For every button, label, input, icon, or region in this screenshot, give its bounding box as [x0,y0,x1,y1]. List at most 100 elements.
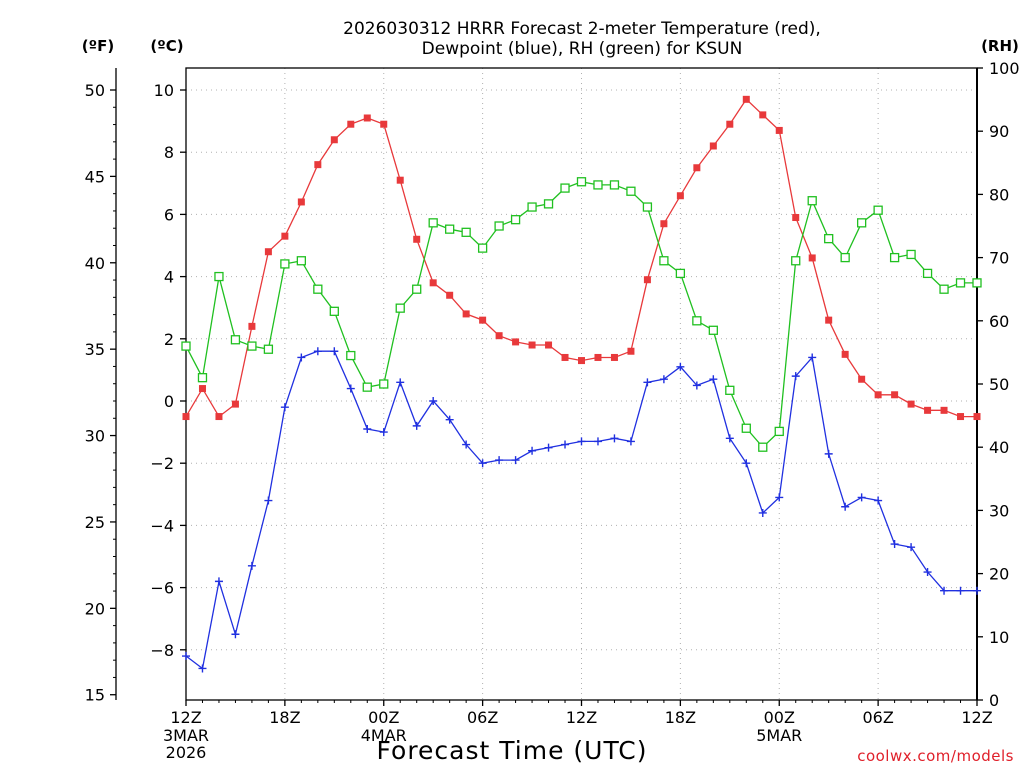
temperature-point [512,338,520,346]
temperature-point [429,279,437,287]
fahrenheit-tick-label: 25 [85,513,105,532]
time-tick-year-label: 2026 [166,743,207,762]
rh-point [296,256,307,266]
dewpoint-point [445,415,454,424]
dewpoint-point [923,568,932,577]
time-tick-label: 18Z [665,708,696,727]
temperature-point [874,391,882,399]
temperature-point [957,413,965,421]
celsius-tick-label: −4 [150,516,174,535]
temperature-point [775,126,783,134]
time-tick-date-label: 5MAR [756,726,802,745]
dewpoint-point [561,440,570,449]
fahrenheit-tick-label: 40 [85,254,105,273]
temperature-point [396,176,404,184]
dewpoint-point [857,493,866,502]
rh-point [576,177,587,187]
rh-point [889,252,900,263]
time-tick-label: 12Z [566,708,597,727]
rh-point [856,218,867,228]
dewpoint-point [544,443,553,452]
dewpoint-point [824,449,833,458]
temperature-point [676,192,684,200]
dewpoint-point [808,353,817,362]
rh-point [494,221,504,231]
dewpoint-point [676,362,685,371]
rh-point [626,186,636,196]
dewpoint-point [495,456,504,465]
rh-point [181,341,191,351]
celsius-tick-label: 0 [164,392,174,411]
dewpoint-point [182,652,190,661]
temperature-point [231,400,239,408]
temperature-point [973,413,981,421]
dewpoint-point [841,502,850,511]
rh-point [873,205,883,215]
celsius-tick-label: 2 [164,330,174,349]
dewpoint-point [643,378,652,387]
celsius-tick-label: −8 [150,641,174,660]
dewpoint-point [231,630,240,639]
dewpoint-point [725,434,734,443]
celsius-tick-label: 8 [164,143,174,162]
rh-point [263,344,274,354]
fahrenheit-tick-label: 30 [85,427,105,446]
rh-point [346,350,356,361]
rh-point [675,268,686,279]
rh-point [840,252,850,263]
time-tick-date-label: 3MAR [163,726,209,745]
temperature-point [248,322,256,330]
rh-point [758,442,768,452]
temperature-point [380,120,388,128]
rh-tick-label: 80 [989,185,1009,204]
dewpoint-point [775,493,784,502]
rh-point [922,268,933,279]
rh-point [692,316,702,326]
time-tick-label: 00Z [764,708,795,727]
rh-point [329,306,339,316]
temperature-point [528,341,536,349]
temperature-point [858,375,866,383]
celsius-tick-label: −6 [150,579,174,598]
rh-tick-label: 30 [989,501,1009,520]
rh-point [379,379,389,389]
axes: 1520253035404550−8−6−4−20246810010203040… [85,59,1020,762]
dewpoint-point [577,437,586,446]
dewpoint-point [412,421,421,430]
temperature-point [363,114,371,122]
rh-tick-label: 40 [989,438,1009,457]
dewpoint-point [313,347,322,356]
temperature-point [446,291,454,299]
temperature-point [495,332,503,340]
data-series [181,95,982,673]
temperature-point [479,316,487,324]
time-tick-label: 00Z [368,708,399,727]
rh-point [395,303,405,313]
temperature-point [660,220,668,228]
credit-link[interactable]: coolwx.com/models [857,747,1014,765]
dewpoint-point [396,378,405,387]
dewpoint-point [379,428,388,437]
dewpoint-point [890,540,899,549]
temperature-point [413,235,421,243]
rh-point [955,278,966,288]
rh-tick-label: 20 [989,565,1009,584]
rh-point [428,218,438,228]
dewpoint-point [198,664,207,673]
celsius-axis-unit: (ºC) [150,37,183,55]
dewpoint-point [264,496,273,505]
rh-point [725,385,735,395]
rh-point [741,423,751,433]
rh-point [510,215,521,225]
dewpoint-point [907,543,916,552]
temperature-point [792,214,800,222]
rh-point [659,256,669,266]
temperature-point [643,276,651,284]
rh-tick-label: 70 [989,249,1009,268]
dewpoint-point [462,440,471,449]
time-tick-label: 12Z [170,708,201,727]
dewpoint-point [478,459,487,468]
dewpoint-point [956,586,965,595]
temperature-point [561,353,569,361]
rh-point [939,284,949,294]
